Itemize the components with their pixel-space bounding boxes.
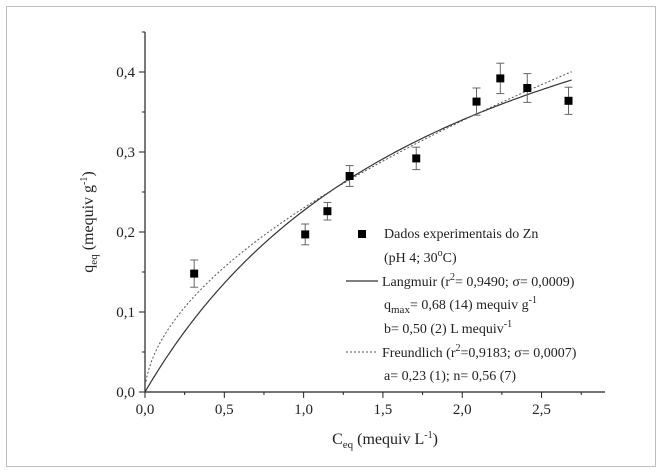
freundlich-curve <box>145 71 572 382</box>
y-tick-label: 0,0 <box>116 385 135 401</box>
data-point <box>345 172 354 180</box>
x-tick-label: 0,0 <box>136 402 155 418</box>
data-point <box>301 230 310 239</box>
data-points <box>190 62 573 288</box>
x-tick-label: 1,5 <box>374 402 393 418</box>
y-tick-label: 0,4 <box>116 65 135 81</box>
x-tick-label: 0,5 <box>215 402 234 418</box>
x-tick-label: 1,0 <box>294 402 313 418</box>
data-point <box>564 96 573 105</box>
data-point <box>323 207 332 216</box>
data-point <box>472 97 481 106</box>
data-point <box>190 269 199 278</box>
legend-qmax: qmax= 0,68 (14) mequiv g-1 <box>384 295 537 316</box>
legend-freundlich-params: a= 0,23 (1); n= 0,56 (7) <box>384 369 516 384</box>
x-tick-label: 2,0 <box>453 402 472 418</box>
legend-conditions: (pH 4; 30oC) <box>384 248 457 266</box>
data-point <box>496 74 505 83</box>
data-point <box>523 84 532 92</box>
y-ticks: 0,0 0,1 0,2 0,3 0,4 <box>116 31 145 401</box>
axes <box>144 32 605 393</box>
y-tick-label: 0,1 <box>116 305 135 321</box>
y-tick-label: 0,2 <box>116 225 135 241</box>
y-axis-title: qeq (mequiv g-1) <box>79 171 100 272</box>
legend-points-label: Dados experimentais do Zn <box>384 227 538 242</box>
legend-freundlich: Freundlich (r2=0,9183; σ= 0,0007) <box>382 343 577 361</box>
figure-frame <box>6 6 656 467</box>
data-point <box>412 154 421 163</box>
y-tick-label: 0,3 <box>116 145 135 161</box>
langmuir-curve <box>144 79 572 393</box>
legend-b: b= 0,50 (2) L mequiv-1 <box>384 319 512 337</box>
legend-langmuir: Langmuir (r2= 0,9490; σ= 0,0009) <box>382 272 575 290</box>
legend-marker-points <box>358 230 366 238</box>
legend: Dados experimentais do Zn (pH 4; 30oC) L… <box>346 227 577 384</box>
x-ticks: 0,0 0,5 1,0 1,5 2,0 2,5 <box>136 392 582 418</box>
x-axis-title: Ceq (mequiv L-1) <box>332 430 438 451</box>
x-tick-label: 2,5 <box>532 402 551 418</box>
